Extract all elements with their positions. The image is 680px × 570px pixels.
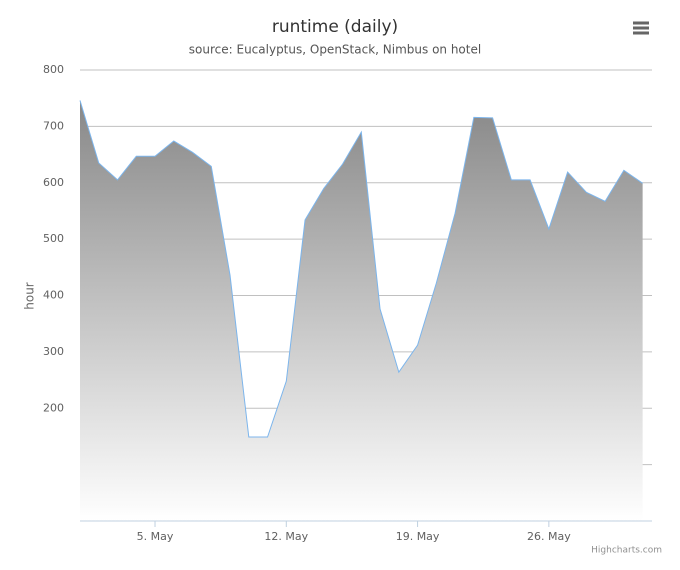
x-tick-label: 5. May bbox=[137, 530, 174, 543]
x-tick-label: 26. May bbox=[527, 530, 571, 543]
x-tick-label: 12. May bbox=[264, 530, 308, 543]
chart-subtitle: source: Eucalyptus, OpenStack, Nimbus on… bbox=[189, 43, 481, 57]
y-tick-label: 800 bbox=[43, 63, 64, 76]
credit: Highcharts.com bbox=[591, 546, 662, 556]
y-tick-label: 500 bbox=[43, 232, 64, 245]
x-tick-label: 19. May bbox=[396, 530, 440, 543]
y-tick-label: 300 bbox=[43, 345, 64, 358]
y-tick-label: 200 bbox=[43, 401, 64, 414]
chart-title: runtime (daily) bbox=[272, 17, 398, 37]
y-tick-label: 400 bbox=[43, 289, 64, 302]
area-line bbox=[79, 100, 643, 438]
y-axis-label: hour bbox=[23, 282, 37, 310]
area-fill bbox=[80, 100, 643, 521]
menu-button[interactable] bbox=[628, 16, 654, 40]
menu-icon[interactable] bbox=[633, 21, 649, 35]
y-tick-label: 600 bbox=[43, 176, 64, 189]
y-tick-label: 700 bbox=[43, 119, 64, 132]
